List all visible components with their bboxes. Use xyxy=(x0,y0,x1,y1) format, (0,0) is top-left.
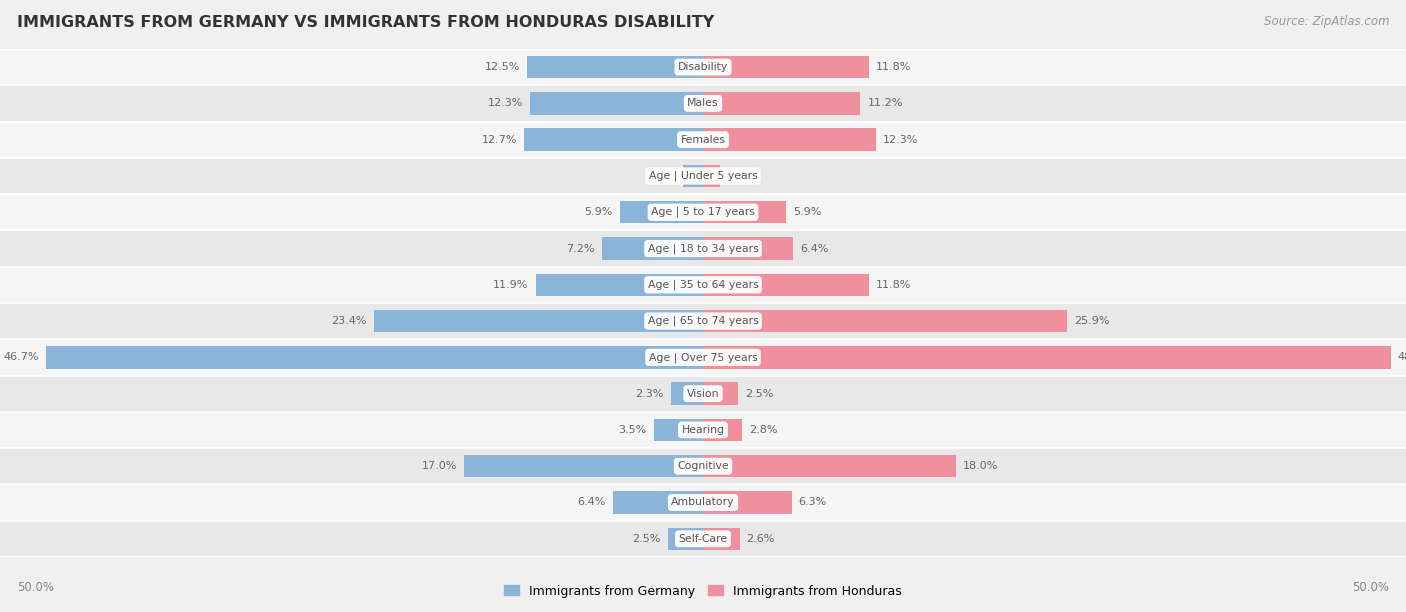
Text: 2.8%: 2.8% xyxy=(749,425,778,435)
Bar xyxy=(374,310,703,332)
Text: 48.9%: 48.9% xyxy=(1398,353,1406,362)
Text: Age | Over 75 years: Age | Over 75 years xyxy=(648,352,758,363)
Bar xyxy=(703,129,876,151)
Bar xyxy=(464,455,703,477)
Text: Cognitive: Cognitive xyxy=(678,461,728,471)
Text: Age | 35 to 64 years: Age | 35 to 64 years xyxy=(648,280,758,290)
Text: Disability: Disability xyxy=(678,62,728,72)
Bar xyxy=(0,412,1406,448)
Bar xyxy=(536,274,703,296)
Bar xyxy=(0,194,1406,230)
Bar xyxy=(0,122,1406,158)
Text: Age | 18 to 34 years: Age | 18 to 34 years xyxy=(648,243,758,254)
Bar xyxy=(703,528,740,550)
Text: Age | 5 to 17 years: Age | 5 to 17 years xyxy=(651,207,755,217)
Bar xyxy=(46,346,703,368)
Text: 2.5%: 2.5% xyxy=(745,389,773,398)
Text: 1.2%: 1.2% xyxy=(727,171,755,181)
Text: 12.5%: 12.5% xyxy=(485,62,520,72)
Bar xyxy=(0,448,1406,484)
Text: Source: ZipAtlas.com: Source: ZipAtlas.com xyxy=(1264,15,1389,28)
Legend: Immigrants from Germany, Immigrants from Honduras: Immigrants from Germany, Immigrants from… xyxy=(499,580,907,603)
Bar xyxy=(0,339,1406,376)
Text: Hearing: Hearing xyxy=(682,425,724,435)
Text: 2.6%: 2.6% xyxy=(747,534,775,544)
Bar xyxy=(0,230,1406,267)
Text: 6.3%: 6.3% xyxy=(799,498,827,507)
Text: 5.9%: 5.9% xyxy=(585,207,613,217)
Bar xyxy=(703,165,720,187)
Bar xyxy=(703,274,869,296)
Text: 2.5%: 2.5% xyxy=(633,534,661,544)
Bar xyxy=(613,491,703,513)
Bar xyxy=(0,303,1406,339)
Text: 50.0%: 50.0% xyxy=(17,581,53,594)
Text: Females: Females xyxy=(681,135,725,144)
Bar xyxy=(703,237,793,259)
Text: 5.9%: 5.9% xyxy=(793,207,821,217)
Bar xyxy=(703,419,742,441)
Text: 46.7%: 46.7% xyxy=(4,353,39,362)
Text: Males: Males xyxy=(688,99,718,108)
Bar xyxy=(654,419,703,441)
Bar xyxy=(671,382,703,405)
Bar xyxy=(703,346,1391,368)
Bar xyxy=(703,455,956,477)
Text: 25.9%: 25.9% xyxy=(1074,316,1109,326)
Text: 2.3%: 2.3% xyxy=(636,389,664,398)
Text: 1.4%: 1.4% xyxy=(648,171,676,181)
Bar xyxy=(703,201,786,223)
Bar xyxy=(703,382,738,405)
Bar xyxy=(0,484,1406,521)
Bar xyxy=(703,491,792,513)
Bar xyxy=(0,267,1406,303)
Text: Age | Under 5 years: Age | Under 5 years xyxy=(648,171,758,181)
Text: 7.2%: 7.2% xyxy=(567,244,595,253)
Text: 6.4%: 6.4% xyxy=(800,244,828,253)
Text: IMMIGRANTS FROM GERMANY VS IMMIGRANTS FROM HONDURAS DISABILITY: IMMIGRANTS FROM GERMANY VS IMMIGRANTS FR… xyxy=(17,15,714,31)
Text: 11.8%: 11.8% xyxy=(876,62,911,72)
Text: Self-Care: Self-Care xyxy=(679,534,727,544)
Text: 50.0%: 50.0% xyxy=(1353,581,1389,594)
Text: 11.9%: 11.9% xyxy=(494,280,529,290)
Text: 11.2%: 11.2% xyxy=(868,99,903,108)
Bar xyxy=(683,165,703,187)
Text: Age | 65 to 74 years: Age | 65 to 74 years xyxy=(648,316,758,326)
Text: 18.0%: 18.0% xyxy=(963,461,998,471)
Text: 12.3%: 12.3% xyxy=(883,135,918,144)
Bar xyxy=(527,56,703,78)
Text: 17.0%: 17.0% xyxy=(422,461,457,471)
Bar xyxy=(524,129,703,151)
Bar xyxy=(0,521,1406,557)
Bar xyxy=(602,237,703,259)
Text: Vision: Vision xyxy=(686,389,720,398)
Bar xyxy=(703,92,860,114)
Text: 3.5%: 3.5% xyxy=(619,425,647,435)
Bar xyxy=(530,92,703,114)
Bar xyxy=(668,528,703,550)
Bar xyxy=(703,56,869,78)
Text: 11.8%: 11.8% xyxy=(876,280,911,290)
Bar xyxy=(0,158,1406,194)
Text: 12.7%: 12.7% xyxy=(482,135,517,144)
Bar xyxy=(0,85,1406,122)
Text: Ambulatory: Ambulatory xyxy=(671,498,735,507)
Text: 6.4%: 6.4% xyxy=(578,498,606,507)
Text: 23.4%: 23.4% xyxy=(332,316,367,326)
Bar xyxy=(0,49,1406,85)
Text: 12.3%: 12.3% xyxy=(488,99,523,108)
Bar xyxy=(703,310,1067,332)
Bar xyxy=(0,376,1406,412)
Bar xyxy=(620,201,703,223)
